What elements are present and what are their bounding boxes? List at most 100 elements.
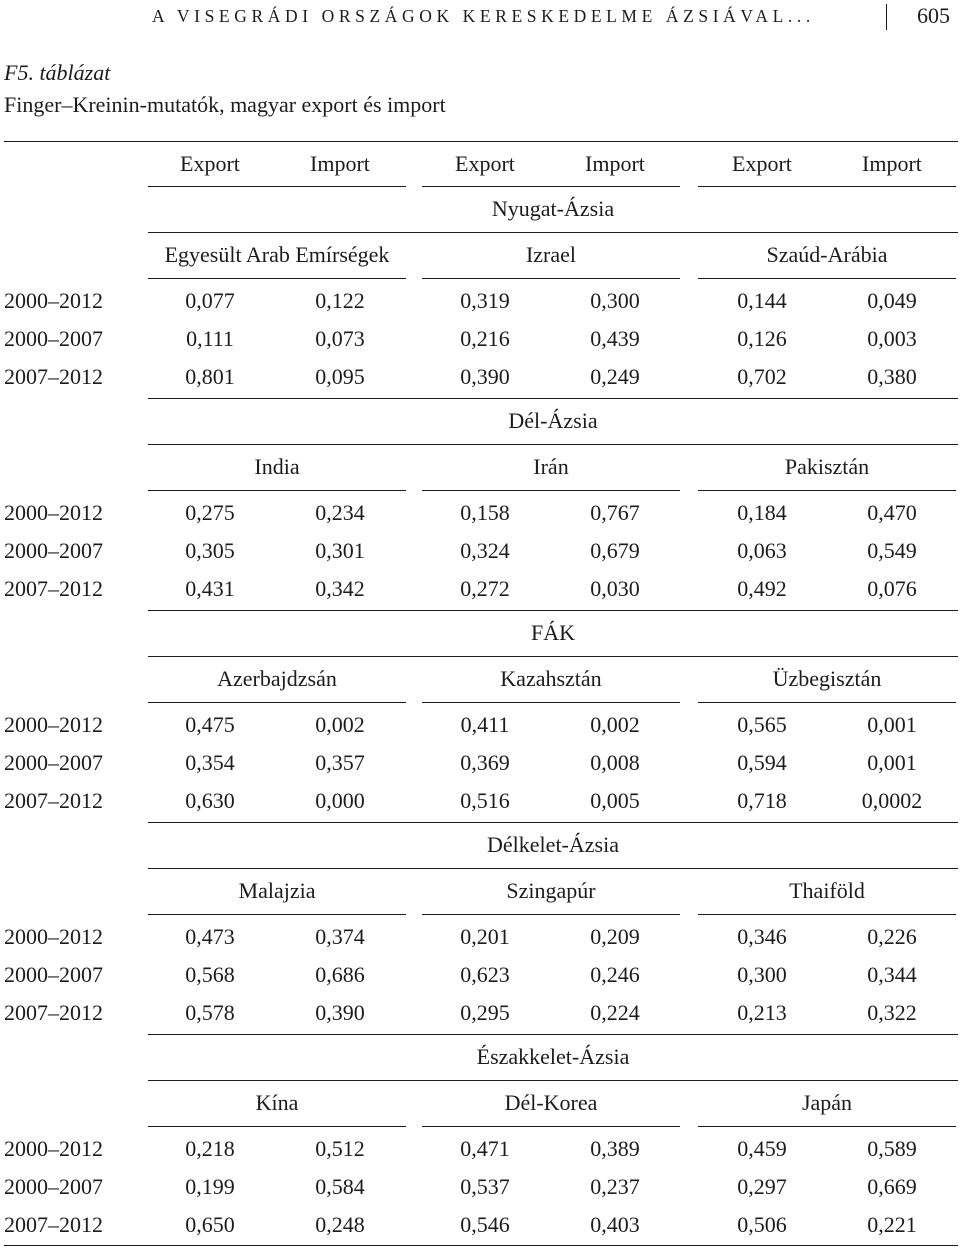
period-label: 2007–2012 (4, 1212, 103, 1237)
country-heading: Malajzia (238, 878, 316, 903)
country-rule (148, 490, 406, 491)
table-cell: 0,630 (185, 788, 235, 813)
table-cell: 0,002 (315, 712, 365, 737)
region-heading: Nyugat-Ázsia (491, 196, 615, 221)
section-separator (148, 822, 958, 823)
region-rule (148, 444, 958, 445)
period-label: 2000–2012 (4, 712, 103, 737)
country-heading: Irán (533, 454, 569, 479)
table-title: Finger–Kreinin-mutatók, magyar export és… (4, 92, 446, 117)
country-heading: Szaúd-Arábia (766, 242, 888, 267)
table-cell: 0,272 (460, 576, 510, 601)
column-header-import: Import (862, 151, 922, 176)
period-label: 2007–2012 (4, 788, 103, 813)
country-rule (698, 702, 956, 703)
period-label: 2000–2012 (4, 924, 103, 949)
table-cell: 0,801 (185, 364, 235, 389)
table-bottom-rule (4, 1245, 958, 1246)
table-cell: 0,470 (867, 500, 917, 525)
country-heading: Egyesült Arab Emírségek (164, 242, 390, 267)
table-cell: 0,300 (590, 288, 640, 313)
table-cell: 0,390 (460, 364, 510, 389)
table-cell: 0,471 (460, 1136, 510, 1161)
country-rule (422, 914, 680, 915)
column-header-import: Import (310, 151, 370, 176)
column-group-rule (148, 186, 406, 187)
table-cell: 0,249 (590, 364, 640, 389)
country-rule (698, 278, 956, 279)
period-label: 2000–2012 (4, 288, 103, 313)
table-cell: 0,158 (460, 500, 510, 525)
table-cell: 0,305 (185, 538, 235, 563)
section-separator (148, 1034, 958, 1035)
table-cell: 0,300 (737, 962, 787, 987)
table-cell: 0,234 (315, 500, 365, 525)
table-cell: 0,322 (867, 1000, 917, 1025)
table-top-rule (4, 141, 958, 142)
table-cell: 0,005 (590, 788, 640, 813)
table-cell: 0,008 (590, 750, 640, 775)
table-cell: 0,297 (737, 1174, 787, 1199)
country-heading: Thaiföld (789, 878, 865, 903)
period-label: 2000–2012 (4, 1136, 103, 1161)
table-cell: 0,342 (315, 576, 365, 601)
column-header-export: Export (732, 151, 792, 176)
table-cell: 0,213 (737, 1000, 787, 1025)
table-cell: 0,389 (590, 1136, 640, 1161)
table-cell: 0,221 (867, 1212, 917, 1237)
table-cell: 0,346 (737, 924, 787, 949)
table-cell: 0,512 (315, 1136, 365, 1161)
country-heading: Szingapúr (506, 878, 596, 903)
table-cell: 0,126 (737, 326, 787, 351)
table-cell: 0,111 (186, 326, 234, 351)
country-rule (148, 914, 406, 915)
table-cell: 0,199 (185, 1174, 235, 1199)
period-label: 2007–2012 (4, 576, 103, 601)
header-separator (886, 4, 887, 30)
column-header-import: Import (585, 151, 645, 176)
region-heading: Délkelet-Ázsia (487, 832, 619, 857)
country-heading: Azerbajdzsán (217, 666, 337, 691)
table-cell: 0,0002 (861, 788, 923, 813)
table-cell: 0,209 (590, 924, 640, 949)
region-rule (148, 656, 958, 657)
table-cell: 0,589 (867, 1136, 917, 1161)
region-heading: Északkelet-Ázsia (476, 1044, 630, 1069)
country-heading: India (254, 454, 300, 479)
table-cell: 0,324 (460, 538, 510, 563)
region-rule (148, 232, 958, 233)
period-label: 2000–2007 (4, 326, 103, 351)
table-cell: 0,669 (867, 1174, 917, 1199)
table-cell: 0,319 (460, 288, 510, 313)
table-cell: 0,537 (460, 1174, 510, 1199)
table-cell: 0,063 (737, 538, 787, 563)
page-number: 605 (917, 3, 950, 28)
running-title: A VISEGRÁDI ORSZÁGOK KERESKEDELME ÁZSIÁV… (152, 6, 815, 26)
period-label: 2000–2007 (4, 1174, 103, 1199)
country-rule (422, 702, 680, 703)
table-cell: 0,380 (867, 364, 917, 389)
table-cell: 0,623 (460, 962, 510, 987)
table-cell: 0,001 (867, 712, 917, 737)
table-cell: 0,390 (315, 1000, 365, 1025)
country-heading: Izrael (525, 242, 577, 267)
table-cell: 0,549 (867, 538, 917, 563)
table-cell: 0,679 (590, 538, 640, 563)
table-cell: 0,201 (460, 924, 510, 949)
table-cell: 0,301 (315, 538, 365, 563)
table-cell: 0,718 (737, 788, 787, 813)
country-rule (422, 1126, 680, 1127)
table-cell: 0,248 (315, 1212, 365, 1237)
country-heading: Üzbegisztán (772, 666, 882, 691)
table-cell: 0,073 (315, 326, 365, 351)
period-label: 2000–2007 (4, 750, 103, 775)
region-rule (148, 1080, 958, 1081)
country-rule (148, 702, 406, 703)
table-cell: 0,226 (867, 924, 917, 949)
column-group-rule (422, 186, 680, 187)
table-cell: 0,030 (590, 576, 640, 601)
section-separator (148, 610, 958, 611)
region-heading: FÁK (530, 620, 575, 645)
table-cell: 0,767 (590, 500, 640, 525)
table-cell: 0,686 (315, 962, 365, 987)
